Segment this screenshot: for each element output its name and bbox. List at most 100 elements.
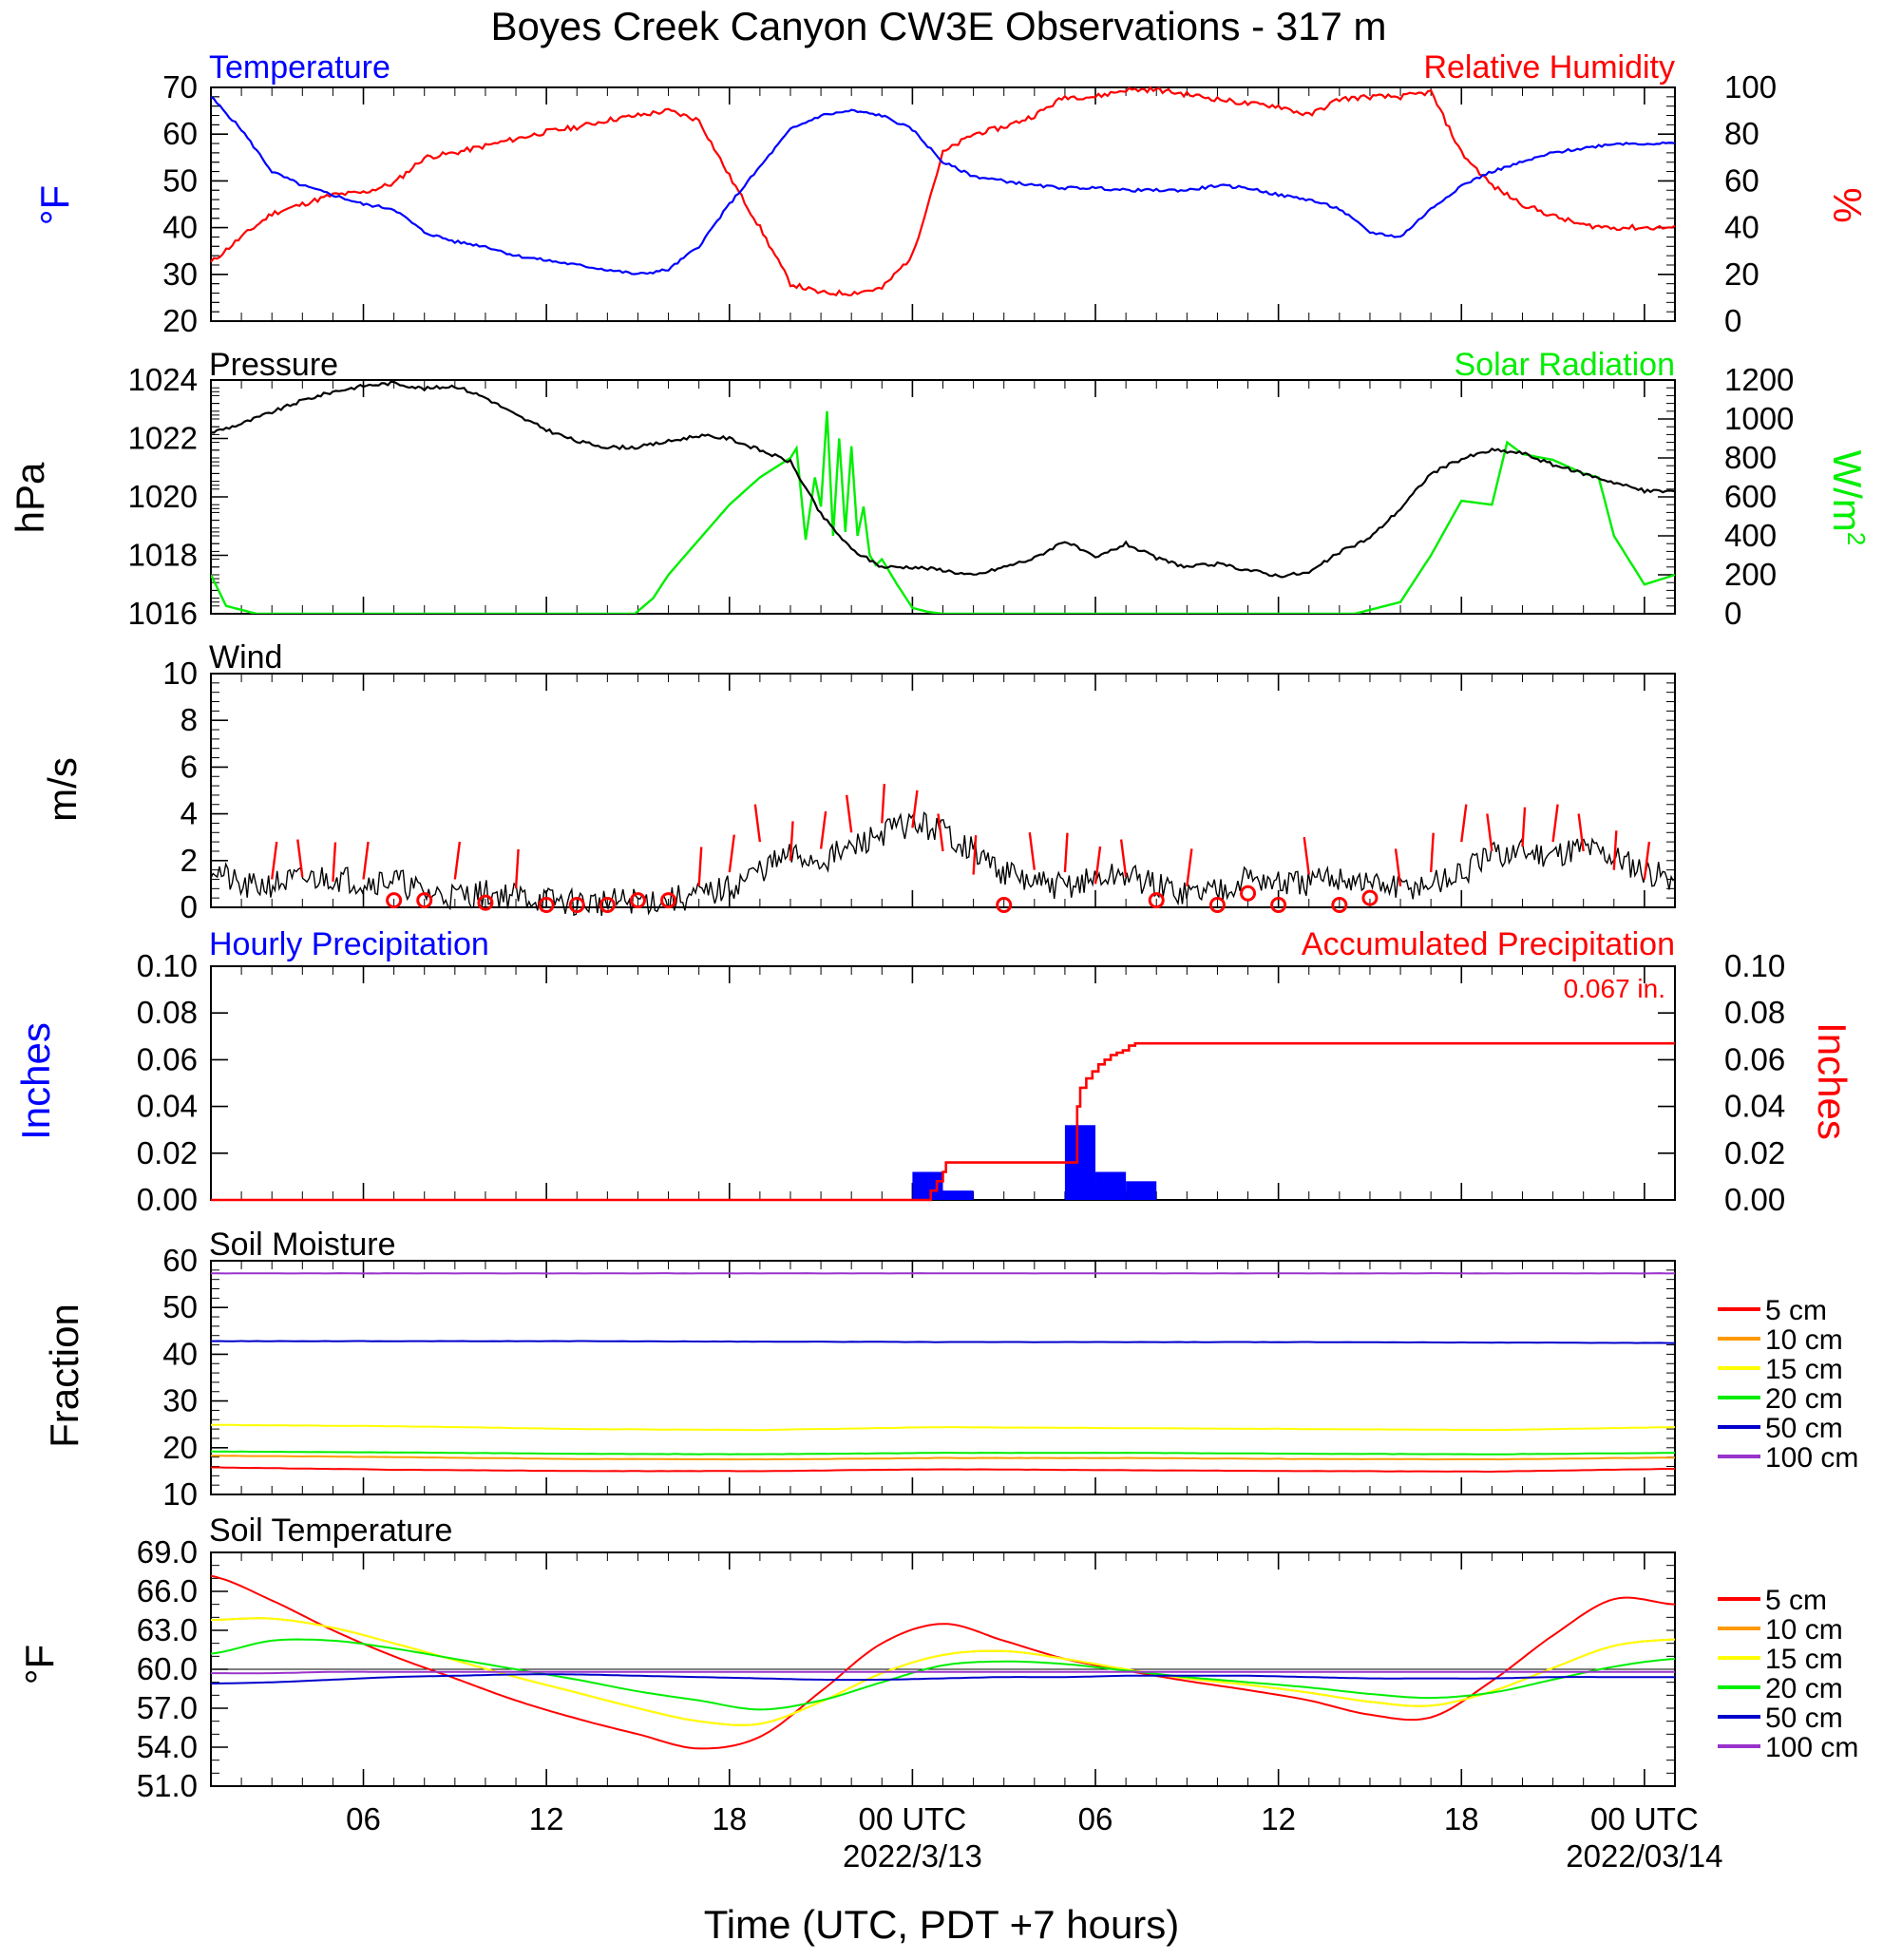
ytick-label-left-3: 0.02 [137,1135,198,1170]
ytick-label-left-1: 1022 [128,421,198,456]
date-label: 2022/3/13 [843,1838,982,1874]
wind-barb [1461,805,1466,842]
wind-barb [516,849,519,888]
hourly-precip-bar [943,1190,974,1200]
ytick-label-left-5: 60.0 [137,1651,198,1686]
ytick-label-right-0: 40 [1724,210,1759,245]
ytick-label-left-0: 30 [162,257,198,292]
ytick-label-left-4: 20 [162,1430,198,1465]
ytick-label-left-4: 10 [162,1476,198,1512]
ytick-label-right-3: 0.02 [1724,1135,1785,1170]
panel-temperature-humidity: Temperature Relative Humidity °F % 20 30 4… [32,49,1870,338]
ytick-label-right-3: 0.06 [1724,1041,1785,1076]
wind-barb [333,843,335,882]
series-solar-radiation [211,411,1675,614]
ytick-label-left-1: 1020 [128,479,198,514]
series-temperature [211,97,1675,274]
xtick-label: 06 [346,1801,381,1836]
ylabel-temperature: °F [32,185,77,225]
ytick-label-left-1: 1024 [128,362,198,397]
ytick-label-left-5: 63.0 [137,1612,198,1647]
wind-barb [1522,808,1525,847]
panel-frame-0 [211,87,1675,321]
wind-barb [821,811,826,848]
wind-barb [1065,833,1068,872]
ytick-label-right-0: 0 [1724,303,1741,338]
wind-barb [755,805,760,842]
wind-barb [1431,833,1434,872]
wind-barb [882,784,884,823]
ytick-label-right-1: 400 [1724,518,1777,553]
legend-label-4: 50 cm [1765,1413,1843,1444]
ytick-label-left-5: 57.0 [137,1690,198,1725]
ytick-label-right-1: 1200 [1724,362,1794,397]
ytick-label-left-2: 4 [181,796,198,831]
figure-title: Boyes Creek Canyon CW3E Observations - 3… [490,4,1386,48]
legend-label-5: 100 cm [1765,1732,1858,1763]
wind-barb [1121,840,1126,877]
ytick-label-left-2: 6 [181,749,198,784]
xaxis-title: Time (UTC, PDT +7 hours) [704,1902,1180,1947]
legend-label-4: 15 cm [1765,1354,1843,1385]
ylabel-soil-temperature: °F [17,1645,62,1684]
panel-frame-2 [211,674,1675,907]
soil-moisture-line [211,1342,1675,1343]
xtick-label: 12 [529,1801,564,1836]
ytick-label-left-5: 51.0 [137,1768,198,1803]
ylabel-soil-moisture: Fraction [42,1303,86,1448]
ylabel-accum-precip: Inches [1810,1022,1854,1140]
wind-barb [455,842,460,879]
legend-label-4: 5 cm [1765,1295,1827,1326]
wind-barb [1187,848,1191,885]
ytick-label-left-4: 30 [162,1383,198,1418]
panel-precipitation: Hourly Precipitation Accumulated Precipi… [13,926,1854,1217]
ytick-label-left-1: 1016 [128,596,198,631]
xtick-label: 12 [1261,1801,1296,1836]
ytick-label-right-0: 60 [1724,162,1759,198]
ytick-label-right-0: 80 [1724,116,1759,151]
ylabel-wind: m/s [40,757,85,822]
legend-label-4: 20 cm [1765,1383,1843,1415]
ytick-label-right-0: 20 [1724,257,1759,292]
ytick-label-right-3: 0.00 [1724,1182,1785,1217]
panel-title-hourly-precip: Hourly Precipitation [209,926,489,962]
panel-title-temperature: Temperature [209,49,390,86]
ytick-label-right-0: 100 [1724,69,1777,105]
panel-title-relative-humidity: Relative Humidity [1423,49,1675,86]
hourly-precip-bar [1095,1171,1126,1200]
panel-frame-3 [211,966,1675,1200]
wind-barb [1487,813,1492,850]
date-label: 2022/03/14 [1566,1838,1722,1874]
panel-title-wind: Wind [209,639,282,676]
ylabel-humidity: % [1825,187,1870,222]
ytick-label-right-1: 600 [1724,479,1777,514]
soil-temperature-line [211,1640,1675,1710]
legend-label-5: 5 cm [1765,1585,1827,1616]
soil-moisture-line [211,1425,1675,1431]
soil-temperature-line [211,1576,1675,1749]
ytick-label-right-1: 200 [1724,557,1777,592]
wind-barb [699,847,702,885]
wind-calm-marker [1242,886,1255,900]
wind-barb [1030,832,1035,869]
ytick-label-left-3: 0.06 [137,1041,198,1076]
soil-temperature-line [211,1672,1675,1674]
ytick-label-left-5: 69.0 [137,1534,198,1570]
ytick-label-left-0: 60 [162,116,198,151]
legend-label-5: 50 cm [1765,1703,1843,1734]
xtick-label: 06 [1078,1801,1113,1836]
series-accumulated-precip [211,1043,1675,1200]
soil-moisture-line [211,1456,1675,1459]
series-pressure [211,382,1675,578]
panel-pressure-solar: Pressure Solar Radiation hPa W/m2 101610… [8,347,1871,631]
ytick-label-right-1: 0 [1724,596,1741,631]
panel-title-soil-moisture: Soil Moisture [209,1227,396,1263]
wind-barb [1304,837,1309,874]
ylabel-pressure: hPa [8,462,52,533]
ytick-label-right-1: 800 [1724,440,1777,475]
wind-barb [1614,830,1617,869]
panel-title-accumulated-precip: Accumulated Precipitation [1302,926,1675,962]
